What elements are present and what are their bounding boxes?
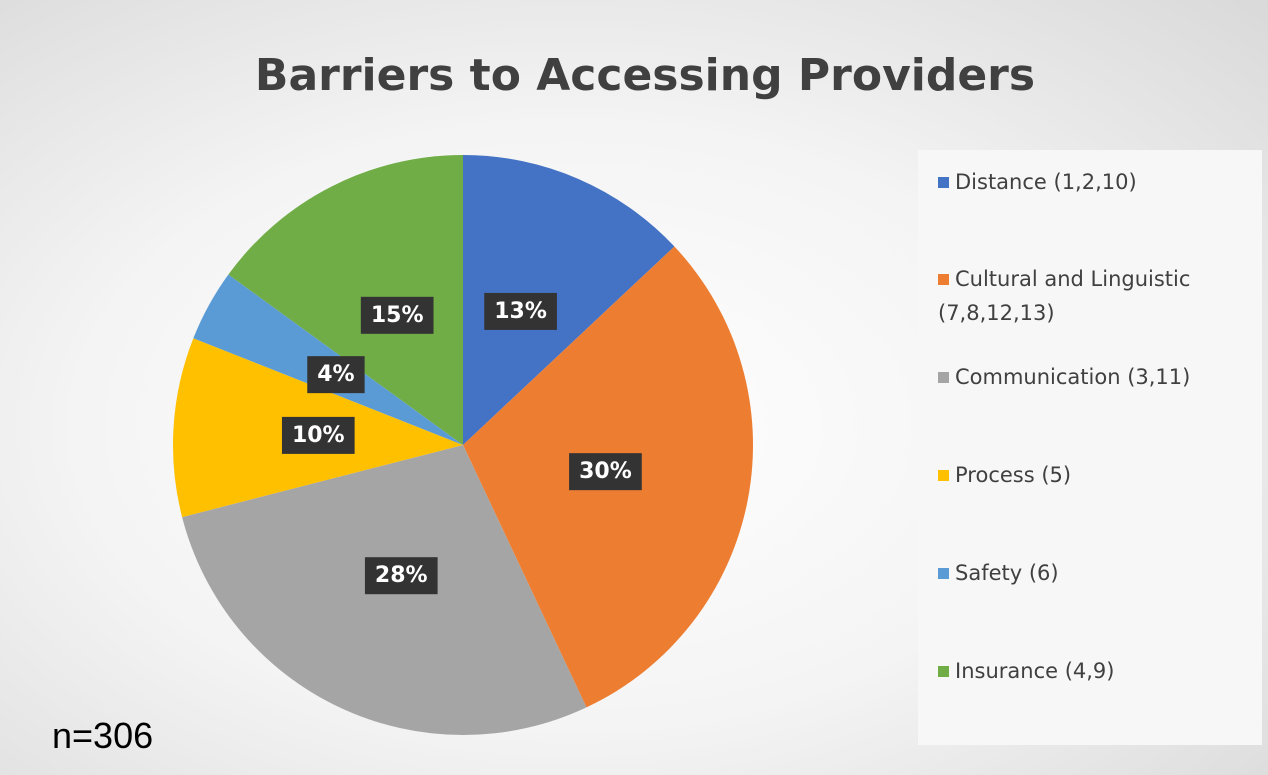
data-label-text: 4% <box>317 362 354 387</box>
data-label: 15% <box>360 296 434 334</box>
data-label-text: 30% <box>579 459 632 484</box>
legend-swatch <box>938 568 949 579</box>
data-label-box <box>281 416 355 454</box>
legend-swatch <box>938 177 949 188</box>
data-label-box <box>364 557 438 595</box>
pie-slice <box>228 155 463 445</box>
legend-label: Insurance (4,9) <box>955 659 1115 683</box>
legend-label: Communication (3,11) <box>955 365 1191 389</box>
legend-label: Distance (1,2,10) <box>955 170 1137 194</box>
data-label-box <box>360 296 434 334</box>
data-label-text: 10% <box>292 423 345 448</box>
legend-item: Cultural and Linguistic (7,8,12,13) <box>938 262 1258 330</box>
legend-swatch <box>938 666 949 677</box>
data-label-text: 15% <box>371 303 424 328</box>
data-label-box <box>307 356 365 394</box>
data-label-text: 28% <box>375 563 428 588</box>
legend-item: Process (5) <box>938 458 1258 492</box>
legend-item: Safety (6) <box>938 556 1258 590</box>
data-label-box <box>484 292 557 330</box>
pie-slice <box>463 155 675 445</box>
data-label-text: 13% <box>494 299 547 324</box>
legend-item: Communication (3,11) <box>938 360 1258 394</box>
legend-swatch <box>938 470 949 481</box>
legend-swatch <box>938 372 949 383</box>
legend: Distance (1,2,10) Cultural and Linguistic… <box>918 150 1262 745</box>
data-label: 28% <box>364 557 438 595</box>
legend-swatch <box>938 274 949 285</box>
annotation: n=306 <box>52 715 154 756</box>
data-label: 13% <box>484 292 557 330</box>
legend-label: Cultural and Linguistic (7,8,12,13) <box>938 267 1191 325</box>
data-label: 30% <box>569 453 642 491</box>
legend-label: Process (5) <box>955 463 1072 487</box>
data-label: 10% <box>281 416 355 454</box>
legend-label: Safety (6) <box>955 561 1059 585</box>
chart-title: Barriers to Accessing Providers <box>255 50 1035 101</box>
legend-item: Distance (1,2,10) <box>938 165 1258 199</box>
legend-item: Insurance (4,9) <box>938 654 1258 688</box>
data-label-box <box>569 453 642 491</box>
data-label: 4% <box>307 356 365 394</box>
